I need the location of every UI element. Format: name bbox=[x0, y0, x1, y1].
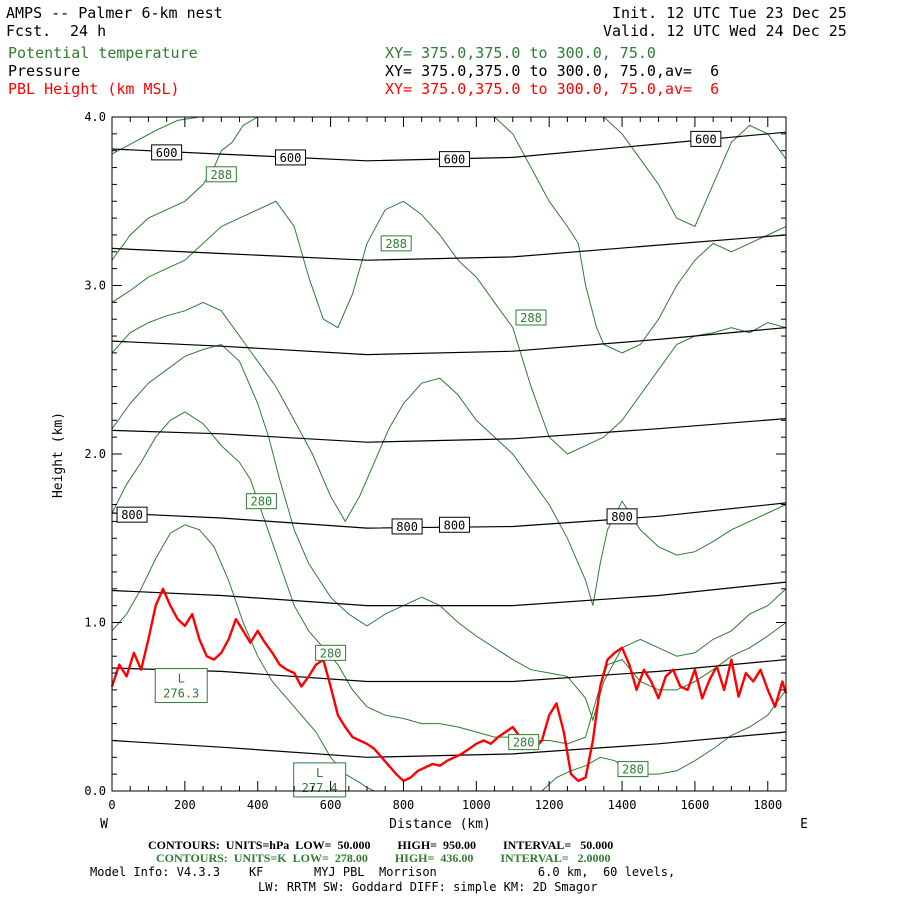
theta-label: 288 bbox=[385, 237, 407, 251]
theta-label-box bbox=[205, 166, 237, 183]
pbl-height-series bbox=[110, 587, 788, 783]
pressure-contour-line bbox=[112, 327, 786, 356]
theta-label-box bbox=[617, 761, 649, 778]
pressure-label: 800 bbox=[611, 510, 633, 524]
theta-label-box bbox=[508, 734, 540, 751]
x-tick-label: 400 bbox=[247, 798, 269, 812]
pressure-contour-line bbox=[112, 581, 786, 607]
low-value: 277.4 bbox=[302, 781, 338, 795]
valid-time: Valid. 12 UTC Wed 24 Dec 25 bbox=[603, 22, 847, 40]
pressure-contour-line bbox=[112, 418, 786, 443]
x-tick-label: 1000 bbox=[462, 798, 491, 812]
theta-contour-line bbox=[112, 200, 786, 455]
theta-contour-line bbox=[112, 301, 786, 606]
pressure-label-box bbox=[275, 149, 307, 166]
theta-label: 280 bbox=[251, 495, 273, 509]
theta-label-box bbox=[515, 309, 547, 326]
x-tick-label: 800 bbox=[393, 798, 415, 812]
field-pbl-label: PBL Height (km MSL) bbox=[8, 80, 180, 98]
pressure-label-box bbox=[606, 508, 638, 525]
theta-label-box bbox=[315, 644, 347, 661]
x-tick-label: 1200 bbox=[535, 798, 564, 812]
contour-labels: 288 288 288 280 280 280 280 600 600 600 600 800 800 8… bbox=[116, 130, 722, 798]
footer-model-info: Model Info: V4.3.3 KF MYJ PBL Morrison 6… bbox=[90, 865, 676, 879]
x-axis-title: Distance (km) bbox=[389, 817, 491, 832]
footer-physics: LW: RRTM SW: Goddard DIFF: simple KM: 2D… bbox=[258, 880, 598, 894]
y-axis-title: Height (km) bbox=[51, 412, 66, 498]
pressure-label: 600 bbox=[156, 146, 178, 160]
pressure-contour-line bbox=[112, 731, 786, 758]
theta-contour-line bbox=[112, 117, 786, 228]
y-tick-label: 1.0 bbox=[84, 616, 106, 630]
theta-contour-line bbox=[112, 411, 786, 745]
x-tick-label: 1600 bbox=[680, 798, 709, 812]
model-title: AMPS -- Palmer 6-km nest bbox=[6, 4, 223, 22]
pressure-label-box bbox=[690, 130, 722, 147]
theta-label-box bbox=[380, 235, 412, 252]
theta-label-box bbox=[245, 493, 277, 510]
theta-label: 280 bbox=[513, 736, 535, 750]
pressure-contour-line bbox=[112, 659, 786, 683]
east-label: E bbox=[800, 817, 808, 832]
field-pressure-xy: XY= 375.0,375.0 to 300.0, 75.0,av= 6 bbox=[385, 62, 720, 80]
field-pbl-xy: XY= 375.0,375.0 to 300.0, 75.0,av= 6 bbox=[385, 80, 720, 98]
pressure-label: 600 bbox=[444, 153, 466, 167]
west-label: W bbox=[100, 817, 108, 832]
theta-label: 288 bbox=[520, 311, 542, 325]
x-tick-label: 200 bbox=[174, 798, 196, 812]
field-pressure-label: Pressure bbox=[8, 62, 81, 80]
pressure-label: 800 bbox=[121, 508, 143, 522]
pressure-contour-line bbox=[112, 234, 786, 261]
x-tick-label: 600 bbox=[320, 798, 342, 812]
init-time: Init. 12 UTC Tue 23 Dec 25 bbox=[612, 4, 847, 22]
low-marker: L bbox=[316, 766, 323, 780]
forecast-label: Fcst. bbox=[6, 22, 52, 40]
y-tick-label: 3.0 bbox=[84, 279, 106, 293]
theta-label: 280 bbox=[320, 646, 342, 660]
theta-label: 280 bbox=[622, 763, 644, 777]
theta-label: 288 bbox=[210, 168, 232, 182]
y-tick-label: 0.0 bbox=[84, 784, 106, 798]
pressure-label: 800 bbox=[444, 518, 466, 532]
theta-contour-line bbox=[541, 689, 786, 791]
pressure-contours bbox=[112, 131, 786, 758]
x-tick-label: 1400 bbox=[608, 798, 637, 812]
pbl-height-line bbox=[110, 587, 788, 783]
pressure-label-box bbox=[116, 506, 148, 523]
field-theta-label: Potential temperature bbox=[8, 44, 198, 62]
pressure-label: 600 bbox=[695, 132, 717, 146]
pressure-label: 800 bbox=[396, 520, 418, 534]
y-tick-label: 4.0 bbox=[84, 110, 106, 124]
axes: 0 200 400 600 800 1000 1200 1400 1600 1800 0.0 1.0 2… bbox=[84, 110, 787, 812]
pressure-label: 600 bbox=[280, 151, 302, 165]
footer-pressure-contours: CONTOURS: UNITS=hPa LOW= 50.000 HIGH= 95… bbox=[148, 838, 614, 852]
low-value: 276.3 bbox=[163, 687, 199, 701]
y-tick-label: 2.0 bbox=[84, 447, 106, 461]
pressure-label-box bbox=[438, 516, 470, 533]
pressure-label-box bbox=[438, 151, 470, 168]
forecast-hour: 24 h bbox=[70, 22, 107, 40]
footer-theta-contours: CONTOURS: UNITS=K LOW= 278.00 HIGH= 436.… bbox=[156, 851, 611, 865]
low-marker-box bbox=[154, 668, 208, 704]
low-marker: L bbox=[178, 672, 185, 686]
pressure-label-box bbox=[391, 518, 423, 535]
x-tick-label: 1800 bbox=[753, 798, 782, 812]
field-theta-xy: XY= 375.0,375.0 to 300.0, 75.0 bbox=[385, 44, 656, 62]
pressure-label-box bbox=[151, 144, 183, 161]
x-tick-label: 0 bbox=[108, 798, 115, 812]
